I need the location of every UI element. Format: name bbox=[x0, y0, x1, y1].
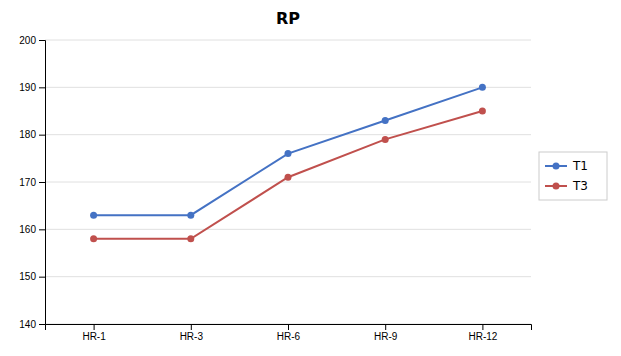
tick-label: 180 bbox=[19, 129, 36, 140]
legend-label: T1 bbox=[572, 159, 588, 173]
point bbox=[382, 117, 389, 124]
grid-line bbox=[45, 134, 531, 135]
tick: 150 bbox=[19, 271, 45, 282]
tick-label: 140 bbox=[19, 319, 36, 330]
tick-label: 200 bbox=[19, 35, 36, 46]
tick: HR-9 bbox=[374, 324, 398, 342]
tick-mark bbox=[39, 135, 45, 136]
tick-mark bbox=[288, 324, 289, 330]
tick-label: 170 bbox=[19, 177, 36, 188]
legend-marker bbox=[553, 183, 560, 190]
tick-mark bbox=[385, 324, 386, 330]
point bbox=[382, 136, 389, 143]
grid-line bbox=[45, 40, 531, 41]
grid bbox=[45, 40, 531, 324]
chart-container: RP140150160170180190200HR-1HR-3HR-6HR-9H… bbox=[0, 0, 621, 356]
tick-mark bbox=[39, 324, 45, 325]
tick: 200 bbox=[19, 35, 45, 46]
legend-marker bbox=[553, 163, 560, 170]
tick: 170 bbox=[19, 177, 45, 188]
tick-mark bbox=[39, 40, 45, 41]
axis-line bbox=[39, 41, 46, 325]
tick-mark bbox=[39, 277, 45, 278]
legend: T1T3 bbox=[539, 152, 607, 200]
tick: 190 bbox=[19, 82, 45, 93]
tick-mark bbox=[39, 87, 45, 88]
tick-label: HR-6 bbox=[277, 331, 301, 342]
chart-title: RP bbox=[276, 9, 300, 28]
point bbox=[90, 235, 97, 242]
tick: 180 bbox=[19, 129, 45, 140]
grid-line bbox=[45, 182, 531, 183]
point bbox=[90, 212, 97, 219]
point bbox=[479, 108, 486, 115]
series-line bbox=[94, 87, 483, 215]
y-axis: 140 150 160 170 180 190 200 bbox=[19, 35, 45, 330]
tick-label: HR-9 bbox=[374, 331, 398, 342]
point bbox=[285, 150, 292, 157]
legend-frame bbox=[539, 152, 607, 200]
legend-item: T1 bbox=[545, 159, 588, 173]
legend-item: T3 bbox=[545, 179, 588, 193]
tick-label: HR-3 bbox=[180, 331, 204, 342]
tick-mark bbox=[482, 324, 483, 330]
tick-label: HR-12 bbox=[468, 331, 497, 342]
tick-mark bbox=[39, 229, 45, 230]
x-axis: HR-1 HR-3 HR-6 HR-9 HR-12 bbox=[46, 324, 532, 342]
point bbox=[187, 212, 194, 219]
tick: 140 bbox=[19, 319, 45, 330]
tick-label: 190 bbox=[19, 82, 36, 93]
tick: 160 bbox=[19, 224, 45, 235]
series-line bbox=[94, 111, 483, 239]
tick-label: 160 bbox=[19, 224, 36, 235]
tick-label: 150 bbox=[19, 271, 36, 282]
marks bbox=[90, 84, 486, 242]
tick: HR-1 bbox=[82, 324, 106, 342]
grid-line bbox=[45, 229, 531, 230]
tick: HR-6 bbox=[277, 324, 301, 342]
grid-line bbox=[45, 87, 531, 88]
point bbox=[285, 174, 292, 181]
tick: HR-12 bbox=[468, 324, 497, 342]
chart-svg: RP140150160170180190200HR-1HR-3HR-6HR-9H… bbox=[0, 0, 621, 356]
tick: HR-3 bbox=[180, 324, 204, 342]
grid-line bbox=[45, 276, 531, 277]
tick-mark bbox=[94, 324, 95, 330]
page: {"chart_data": {"type": "line", "title":… bbox=[0, 0, 621, 356]
point bbox=[187, 235, 194, 242]
plot-area: 140150160170180190200HR-1HR-3HR-6HR-9HR-… bbox=[19, 35, 531, 342]
tick-label: HR-1 bbox=[82, 331, 106, 342]
axis-line bbox=[46, 325, 532, 331]
legend-label: T3 bbox=[572, 179, 588, 193]
tick-mark bbox=[39, 182, 45, 183]
point bbox=[479, 84, 486, 91]
tick-mark bbox=[191, 324, 192, 330]
